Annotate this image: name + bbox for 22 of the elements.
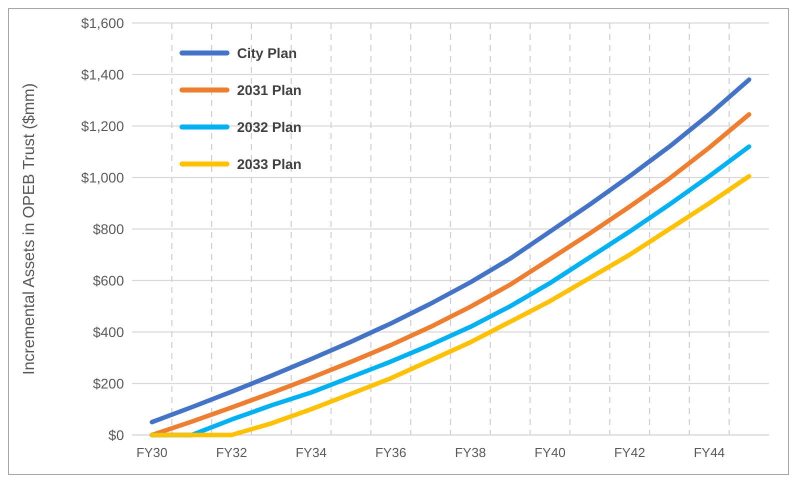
y-tick-label: $1,200	[81, 118, 124, 134]
y-tick-label: $1,000	[81, 169, 124, 186]
y-tick-label: $600	[92, 272, 124, 288]
y-axis-title: Incremental Assets in OPEB Trust ($mm)	[21, 83, 38, 375]
y-tick-label: $0	[108, 426, 124, 443]
legend-label: City Plan	[237, 44, 297, 61]
legend-label: 2033 Plan	[237, 156, 302, 172]
y-tick-label: $1,600	[81, 14, 124, 31]
x-tick-label: FY30	[136, 445, 168, 460]
x-tick-label: FY36	[375, 445, 406, 460]
x-tick-label: FY38	[454, 445, 486, 460]
legend-label: 2032 Plan	[237, 118, 302, 135]
legend-label: 2031 Plan	[237, 82, 302, 98]
y-tick-label: $1,400	[81, 66, 124, 82]
x-tick-label: FY32	[216, 445, 248, 460]
x-tick-label: FY44	[694, 445, 725, 460]
y-tick-label: $400	[92, 324, 124, 340]
y-tick-label: $800	[92, 220, 124, 237]
x-tick-label: FY40	[534, 445, 566, 460]
x-tick-label: FY42	[614, 445, 646, 460]
x-tick-label: FY34	[296, 445, 327, 460]
y-tick-label: $200	[92, 375, 124, 392]
